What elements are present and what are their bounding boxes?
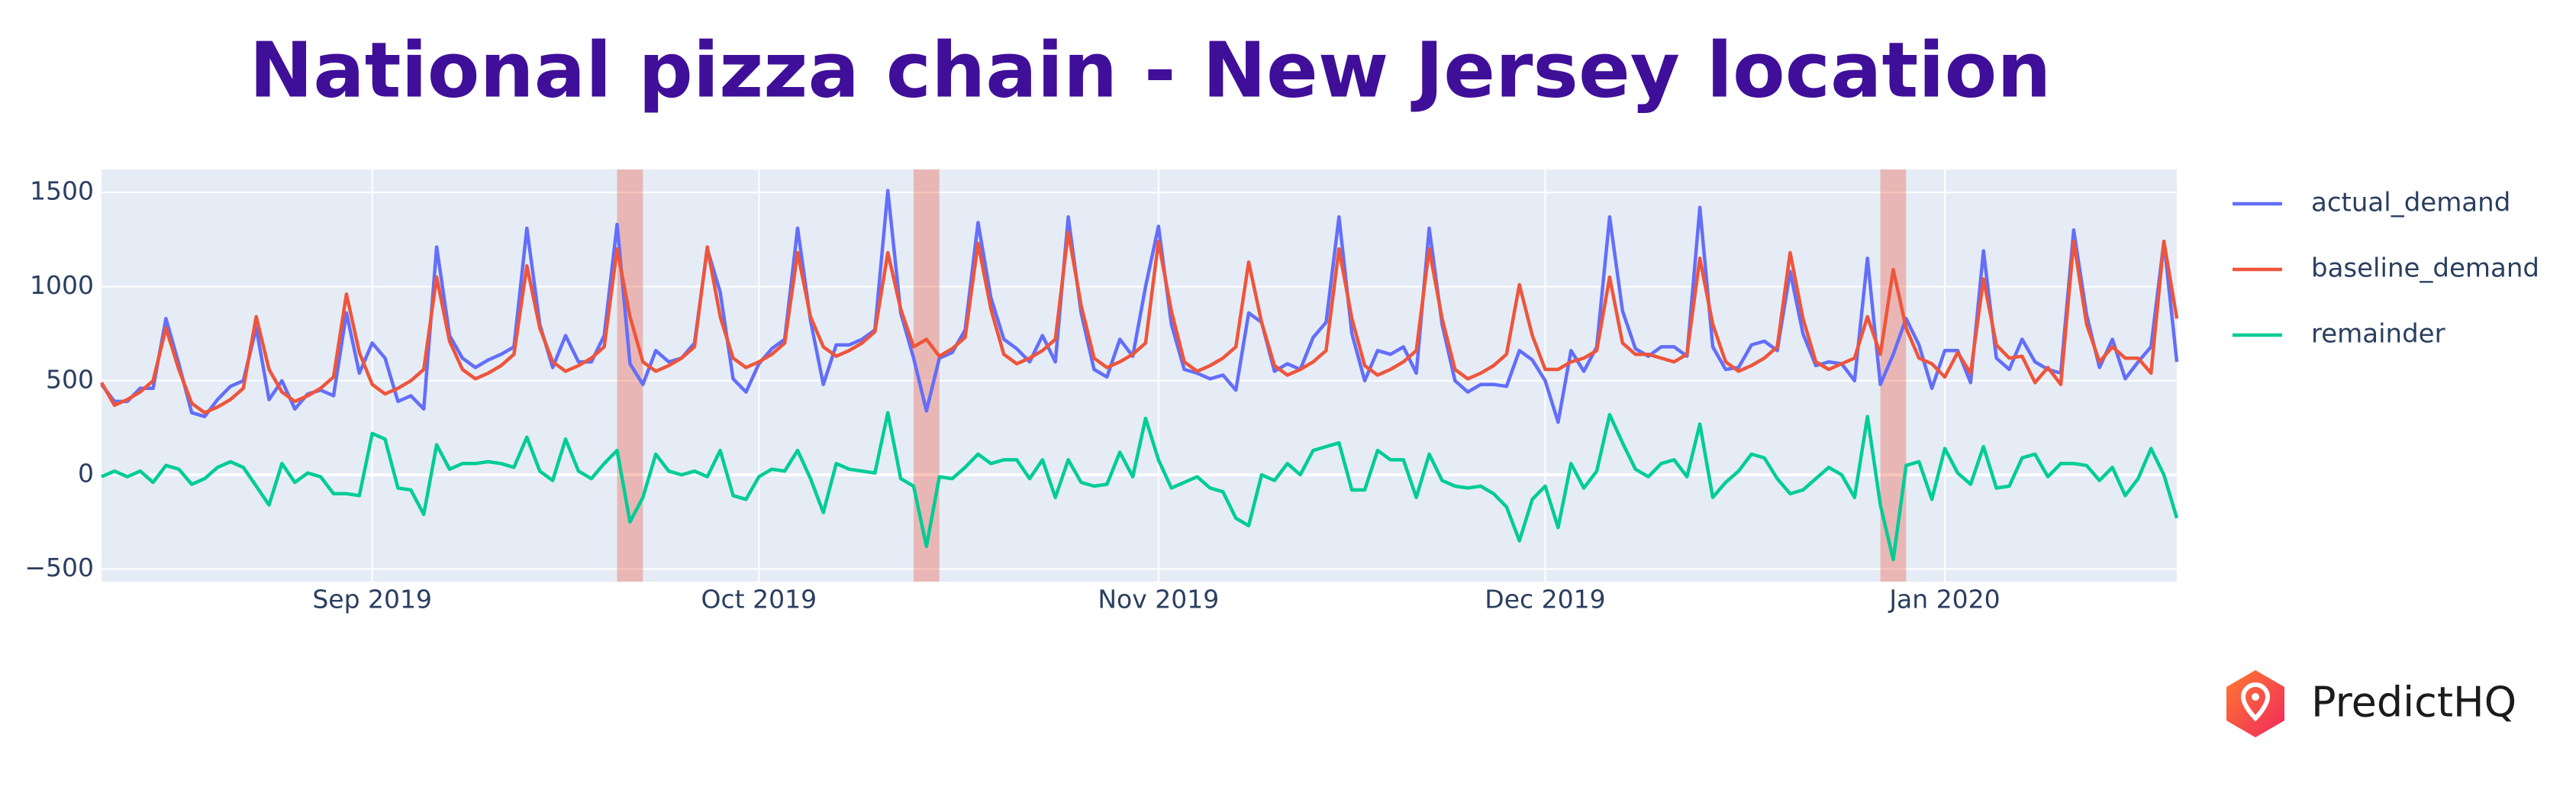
logo-dot	[2252, 693, 2259, 701]
x-tick-label: Nov 2019	[1098, 585, 1219, 614]
x-tick-label: Sep 2019	[312, 585, 432, 614]
logo-pin	[2240, 682, 2271, 722]
y-tick-label: 1000	[30, 270, 94, 300]
chart-title: National pizza chain - New Jersey locati…	[250, 25, 2052, 114]
grid	[102, 169, 2177, 582]
plot-background	[102, 169, 2177, 582]
legend: actual_demand baseline_demand remainder	[2233, 188, 2539, 350]
series-line	[100, 230, 2179, 414]
y-tick-label: 1500	[30, 176, 94, 206]
x-tick-label: Oct 2019	[701, 585, 817, 614]
logo-hexagon	[2226, 670, 2284, 737]
logo-text: PredictHQ	[2311, 679, 2516, 727]
y-tick-label: 0	[78, 459, 94, 489]
logo-icon	[2226, 670, 2284, 737]
series-line	[100, 189, 2179, 424]
legend-label: remainder	[2311, 319, 2445, 350]
legend-label: actual_demand	[2311, 188, 2510, 218]
y-tick-label: −500	[24, 553, 94, 582]
x-tick-label: Jan 2020	[1888, 585, 2000, 614]
lines	[100, 189, 2179, 562]
x-tick-label: Dec 2019	[1485, 585, 1605, 614]
axes: −500 0 500 1000 1500 Sep 2019 Oct 2019 Nov 2019…	[24, 176, 2000, 614]
y-tick-label: 500	[46, 364, 94, 394]
legend-label: baseline_demand	[2311, 253, 2539, 284]
series-line	[101, 411, 2179, 562]
